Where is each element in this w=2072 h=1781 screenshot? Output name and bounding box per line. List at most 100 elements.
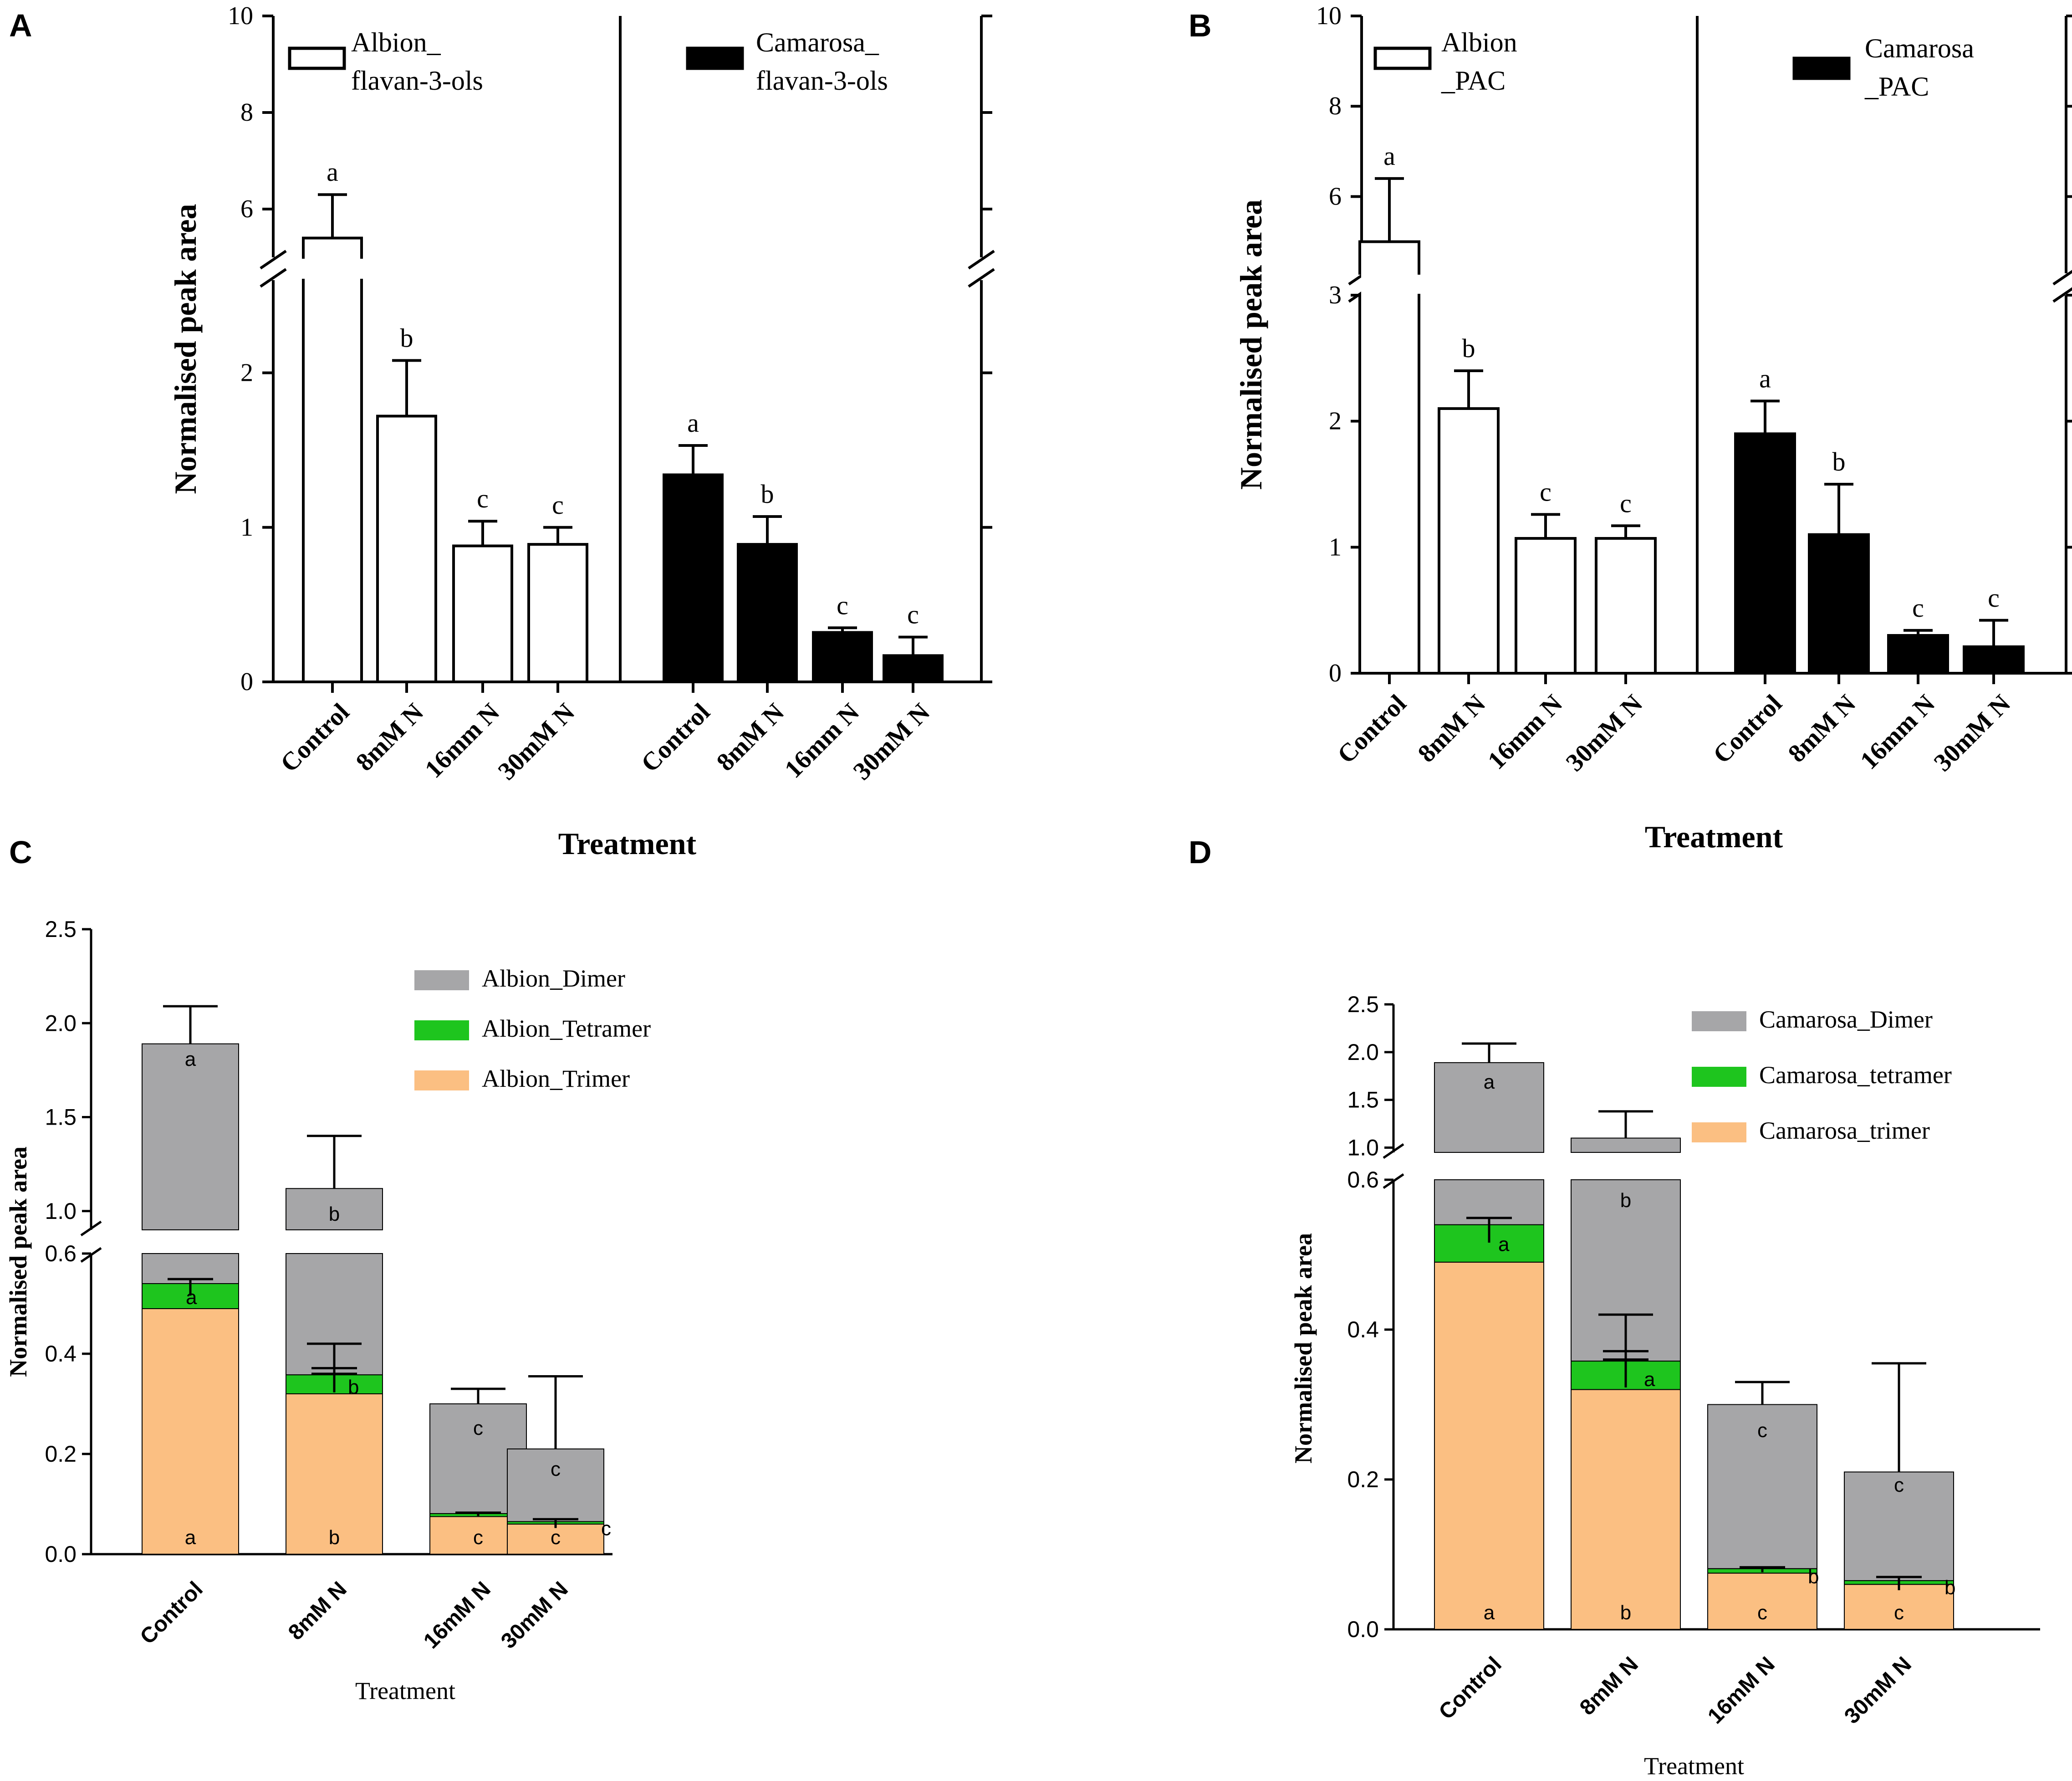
x-tick-label: 8mM N [351, 698, 429, 777]
axis-break-mark [968, 250, 995, 270]
significance-letter: c [473, 1526, 483, 1549]
bar [883, 654, 944, 684]
y-tick-label: 1.5 [1347, 1087, 1379, 1113]
significance-letter: a [1383, 141, 1395, 171]
stack-segment [286, 1188, 383, 1230]
significance-letter: b [400, 323, 413, 353]
axis-break-mark [1383, 1143, 1404, 1159]
y-tick-label: 0.2 [1347, 1467, 1379, 1492]
significance-letter: b [348, 1376, 359, 1398]
x-axis-title: Treatment [355, 1677, 455, 1704]
x-tick-label: 30mM N [493, 698, 580, 785]
significance-letter: b [1620, 1602, 1631, 1624]
significance-letter: c [907, 600, 919, 629]
bar [663, 473, 724, 684]
stack-segment [1434, 1261, 1544, 1630]
y-tick-label: 2.5 [1347, 992, 1379, 1017]
x-tick-label: Control [1332, 689, 1412, 769]
legend-label: flavan-3-ols [756, 66, 888, 96]
axis-break-mark [260, 268, 287, 288]
legend-label: Camarosa_ [756, 27, 879, 57]
x-tick-label: 8mM N [1413, 689, 1491, 768]
bar [527, 543, 588, 683]
bar [1887, 634, 1949, 675]
bar [1595, 537, 1657, 675]
x-tick-label: 16mm N [1482, 689, 1568, 775]
significance-letter: a [1484, 1602, 1495, 1624]
legend-label: Camarosa_trimer [1759, 1117, 1930, 1144]
y-tick-label: 2.0 [1347, 1039, 1379, 1065]
significance-letter: a [687, 408, 699, 438]
y-tick-label: 3 [1329, 281, 1342, 309]
axis-break-mark [80, 1247, 102, 1263]
stack-segment [142, 1043, 239, 1230]
y-tick-label: 0.6 [1347, 1167, 1379, 1192]
legend-swatch [414, 970, 469, 990]
legend-swatch [1692, 1122, 1746, 1142]
significance-letter: c [1620, 488, 1632, 518]
panel-c: C 0.0 0.2 0.4 0.6 1.0 1.5 2.0 2.5 Normalised peak… [5, 834, 651, 1704]
x-tick-label: Control [636, 698, 715, 778]
y-axis-title: Normalised peak area [5, 1146, 32, 1377]
significance-letter: a [1644, 1368, 1655, 1391]
bar [1358, 240, 1420, 275]
significance-letter: b [1808, 1566, 1819, 1588]
stack-segment [507, 1524, 604, 1555]
x-tick-label: Control [136, 1577, 208, 1649]
legend-swatch [1692, 1011, 1746, 1031]
y-tick-label: 1.0 [45, 1198, 77, 1224]
significance-letter: c [837, 590, 848, 620]
axis-break-mark [80, 1220, 102, 1237]
bar [376, 415, 437, 683]
legend-label: Albion_Tetramer [482, 1015, 651, 1042]
significance-letter: c [551, 1458, 561, 1480]
y-axis-title: Normalised peak area [1234, 200, 1268, 490]
x-tick-label: 16mm N [1855, 689, 1940, 775]
significance-letter: c [1757, 1602, 1767, 1624]
legend-swatch [686, 46, 744, 70]
y-tick-label: 8 [1329, 92, 1342, 120]
axis-break-mark [2052, 287, 2072, 303]
significance-letter: b [761, 479, 774, 509]
significance-letter: a [1498, 1233, 1510, 1256]
significance-letter: c [1540, 477, 1551, 507]
x-axis-title: Treatment [558, 826, 697, 861]
x-tick-label: 16mm N [419, 698, 505, 783]
x-tick-label: 30mM N [496, 1577, 573, 1653]
y-tick-label: 10 [228, 2, 253, 30]
y-tick-label: 0.0 [1347, 1617, 1379, 1642]
bar-break-gap [1361, 271, 1418, 297]
y-tick-label: 0.4 [45, 1341, 77, 1366]
y-tick-label: 2.0 [45, 1010, 77, 1036]
bar [1358, 294, 1420, 675]
axis-break-mark [260, 250, 287, 270]
significance-letter: a [1484, 1071, 1495, 1093]
bar [302, 279, 363, 683]
bar [1438, 407, 1500, 675]
stack-segment [1571, 1137, 1681, 1153]
bar [737, 543, 798, 683]
panel-letter: D [1189, 834, 1212, 870]
bar [812, 631, 873, 684]
legend-swatch [1373, 46, 1432, 70]
x-tick-label: 30mM N [1840, 1652, 1916, 1729]
significance-letter: c [1912, 593, 1924, 623]
axis-break-mark [1383, 1173, 1404, 1189]
bar [1963, 645, 2025, 675]
legend-label: Albion_Trimer [482, 1065, 630, 1092]
significance-letter: c [551, 1526, 561, 1549]
stack-segment [1571, 1389, 1681, 1630]
x-tick-label: 8mM N [1783, 689, 1862, 768]
y-tick-label: 10 [1316, 2, 1342, 30]
significance-letter: c [1894, 1602, 1904, 1624]
x-tick-label: 16mm N [779, 698, 865, 783]
x-tick-label: Control [275, 698, 355, 778]
stack-segment [507, 1448, 604, 1522]
legend-label: Albion_Dimer [482, 965, 625, 992]
y-tick-label: 2.5 [45, 916, 77, 942]
bar [1808, 533, 1870, 675]
legend-label: _PAC [1864, 72, 1929, 102]
significance-letter: a [327, 157, 338, 187]
significance-letter: c [477, 484, 489, 513]
significance-letter: a [185, 1526, 196, 1549]
